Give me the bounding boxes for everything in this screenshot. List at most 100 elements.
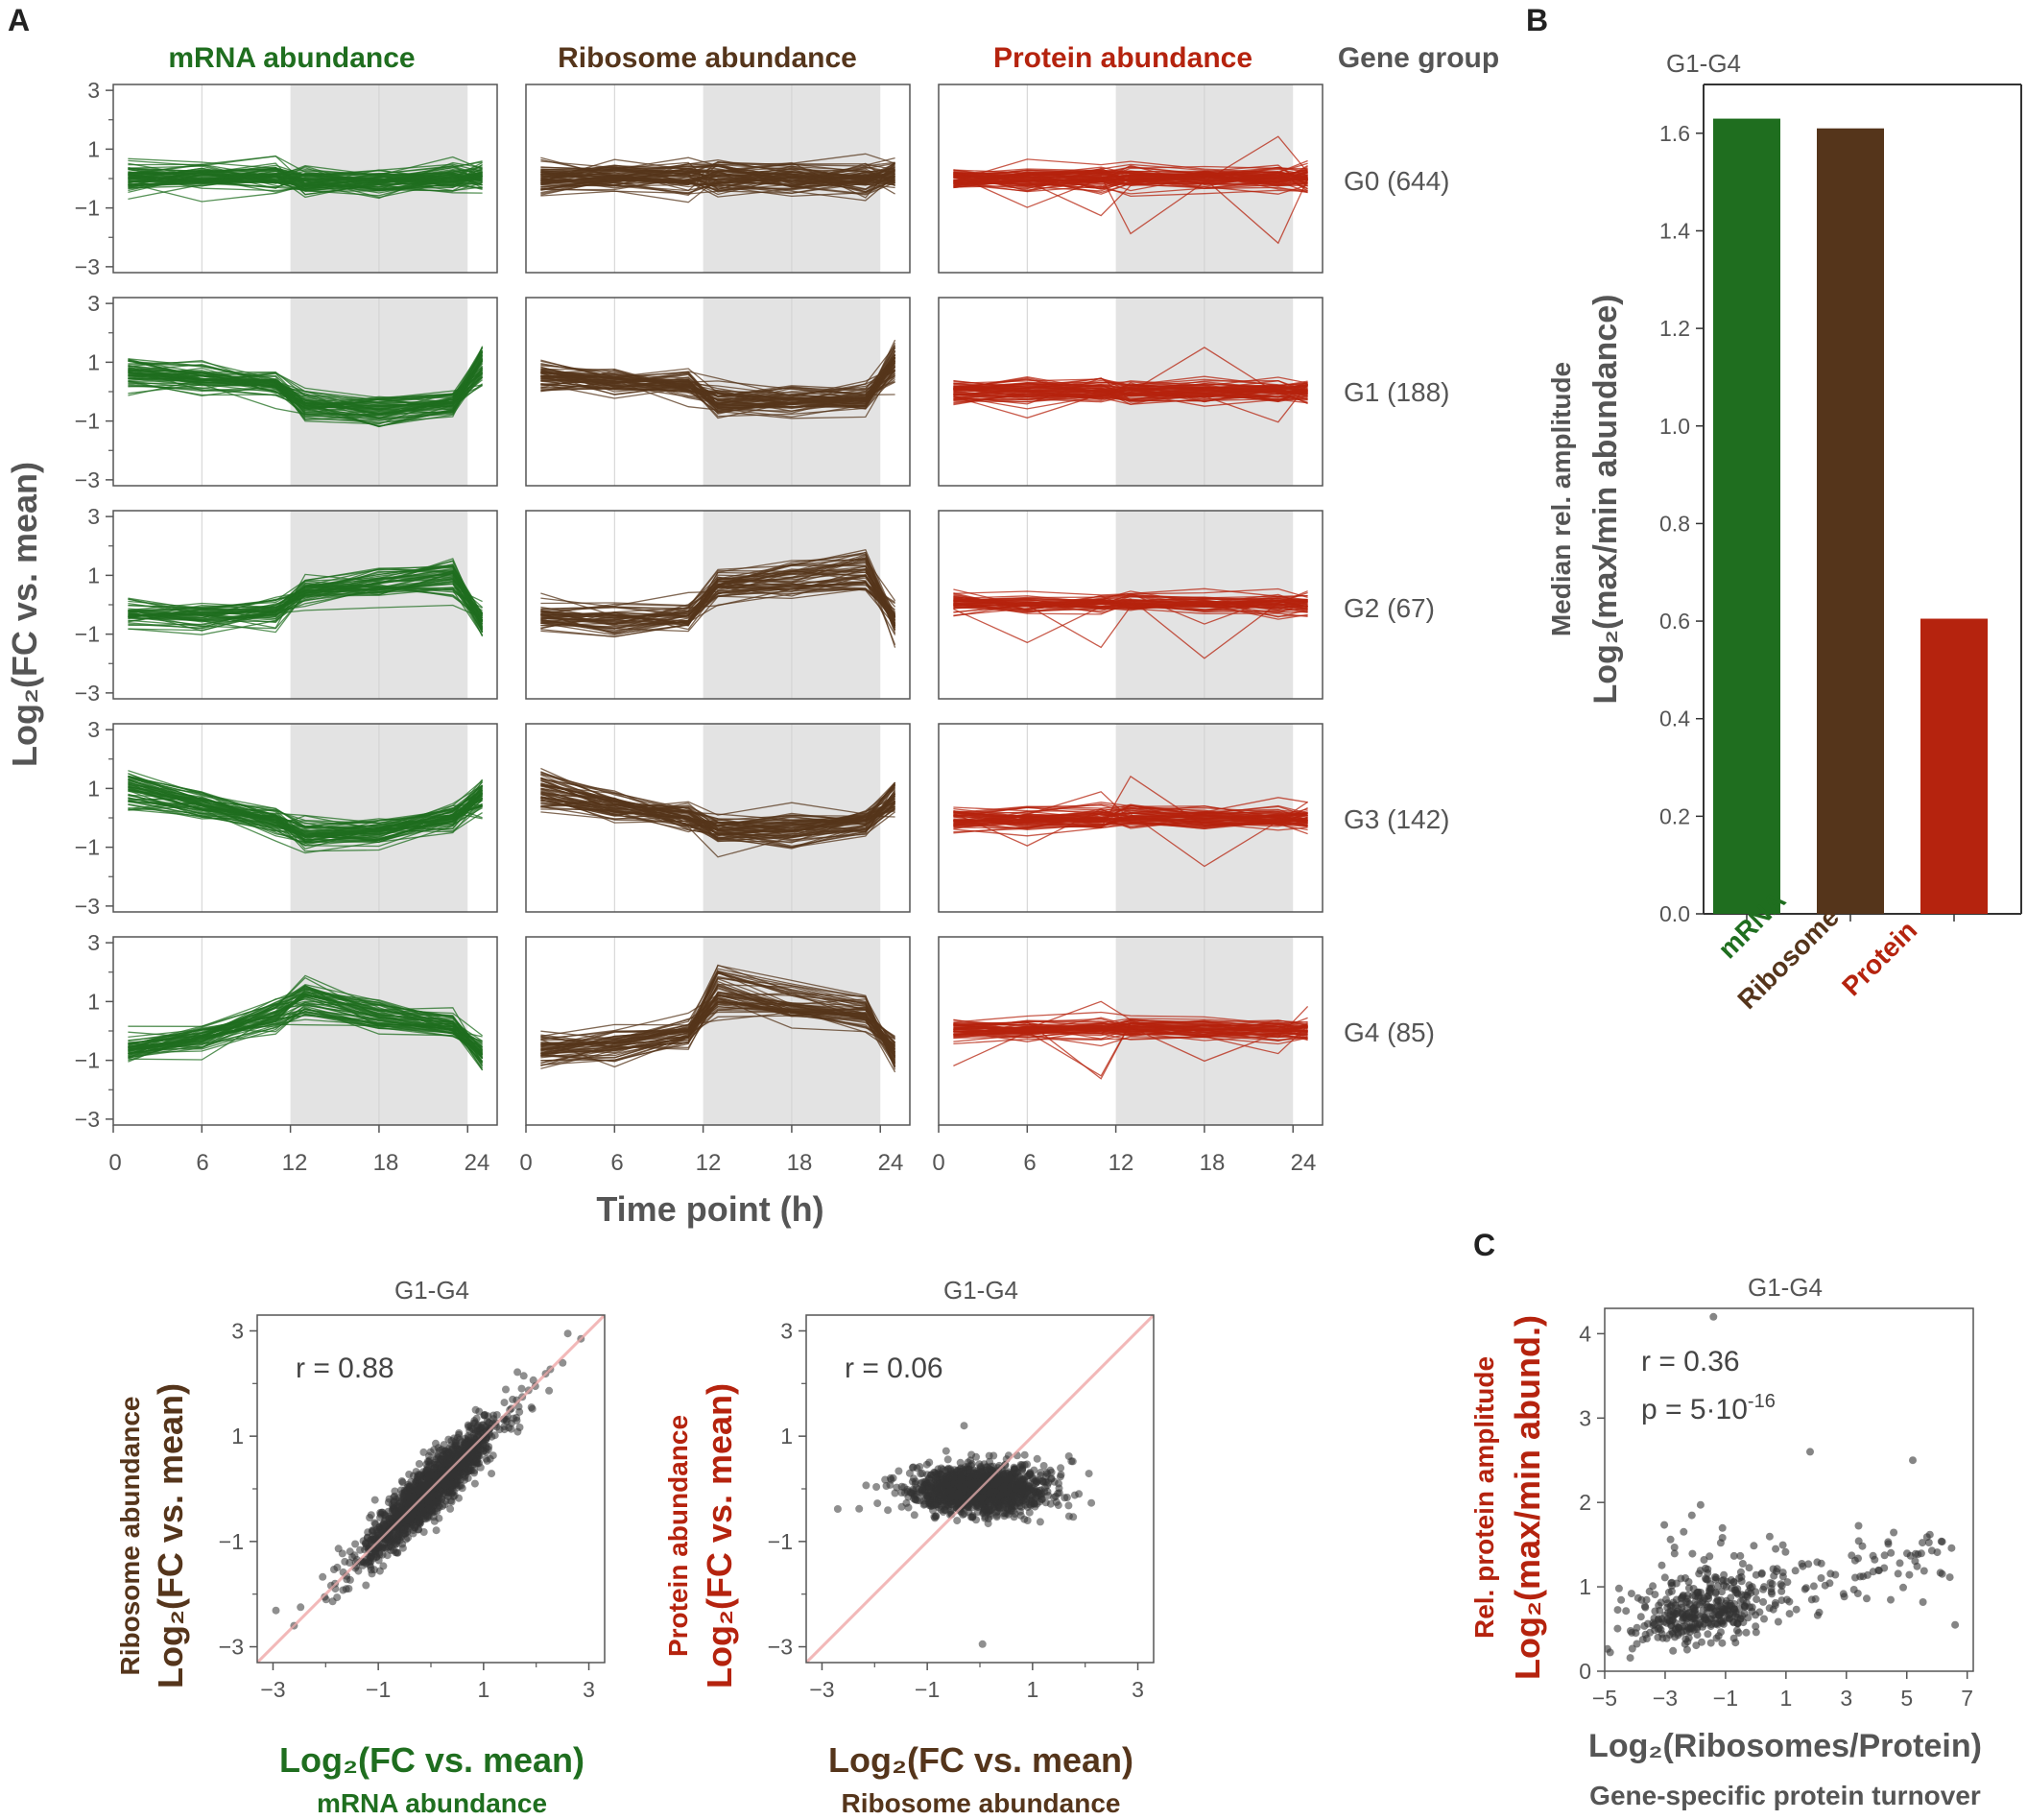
- data-point: [904, 1503, 913, 1512]
- data-point: [943, 1455, 952, 1464]
- data-point: [432, 1526, 441, 1535]
- data-point: [1791, 1567, 1800, 1575]
- panel-a-xtick-24: 24: [465, 1150, 490, 1176]
- y-tick-label: 1: [1579, 1574, 1591, 1599]
- profile-line: [953, 587, 1308, 599]
- data-point: [1887, 1548, 1896, 1557]
- data-point: [1614, 1584, 1623, 1592]
- data-point: [398, 1505, 407, 1514]
- data-point: [1706, 1639, 1715, 1647]
- x-tick-label: −3: [809, 1677, 834, 1702]
- data-point: [1731, 1639, 1740, 1647]
- facet-frame: [938, 510, 1324, 700]
- data-point: [1951, 1620, 1960, 1629]
- profile-line: [128, 178, 483, 189]
- data-point: [1701, 1613, 1709, 1621]
- scatter2-ylabel: Log₂(FC vs. mean): [700, 1383, 739, 1688]
- x-tick-label: −1: [1713, 1686, 1738, 1711]
- data-point: [932, 1512, 941, 1521]
- data-point: [1854, 1554, 1862, 1563]
- data-point: [1632, 1629, 1640, 1638]
- col-title-ribosome: Ribosome abundance: [558, 42, 857, 74]
- panel-a-xtick-0: 0: [932, 1150, 944, 1176]
- data-point: [374, 1529, 383, 1538]
- data-point: [1691, 1598, 1700, 1607]
- data-point: [343, 1575, 351, 1584]
- profile-line: [128, 583, 484, 627]
- data-point: [507, 1419, 515, 1427]
- data-point: [889, 1473, 897, 1482]
- facet-frame: [938, 723, 1324, 913]
- data-point: [1666, 1535, 1675, 1544]
- profile-line: [128, 785, 484, 854]
- data-point: [855, 1504, 864, 1513]
- data-point: [1030, 1485, 1038, 1494]
- data-point: [908, 1463, 917, 1472]
- profile-line: [540, 999, 896, 1051]
- y-tick-label: 3: [1579, 1405, 1591, 1430]
- profile-line: [540, 176, 895, 198]
- data-point: [502, 1385, 510, 1394]
- y-tick-label: −1: [75, 835, 100, 860]
- profile-line: [540, 783, 896, 849]
- y-tick-label: −3: [75, 1107, 100, 1132]
- panel-label-b: B: [1526, 3, 1548, 37]
- facet-protein-g0: [938, 84, 1324, 274]
- facet-mrna-g1: 31−1−3: [75, 291, 498, 492]
- bar-protein: [1920, 618, 1988, 914]
- data-point: [933, 1480, 942, 1489]
- data-point: [1700, 1556, 1708, 1564]
- data-point: [970, 1497, 979, 1506]
- x-tick-label: 7: [1961, 1686, 1973, 1711]
- data-point: [414, 1525, 422, 1534]
- data-point: [507, 1425, 515, 1433]
- data-point: [1798, 1560, 1806, 1568]
- profile-line: [128, 566, 484, 632]
- profile-line: [540, 176, 895, 196]
- data-point: [465, 1467, 473, 1475]
- data-point: [1740, 1603, 1749, 1611]
- profile-line: [128, 575, 484, 625]
- data-point: [427, 1471, 436, 1479]
- profile-line: [953, 803, 1308, 822]
- y-tick-label: 1: [87, 349, 100, 374]
- x-tick-label: 3: [1132, 1677, 1144, 1702]
- data-point: [1896, 1559, 1904, 1568]
- scatter-ribosome-vs-protein: G1-G4 −3 −1 1 331−1−3 r = 0.06 Log₂(FC vs. …: [663, 1276, 1155, 1818]
- x-tick-label: 3: [1840, 1686, 1852, 1711]
- data-point: [966, 1469, 975, 1477]
- panel-a-xtick-0: 0: [108, 1150, 121, 1176]
- data-point: [1769, 1565, 1777, 1573]
- data-point: [1036, 1518, 1044, 1526]
- panel-a-line-grid: mRNA abundance Ribosome abundance Protei…: [5, 42, 1499, 1229]
- data-point: [891, 1489, 899, 1497]
- x-tick-label: −3: [1653, 1686, 1678, 1711]
- data-point: [1008, 1481, 1016, 1490]
- facet-ribosome-g0: [525, 84, 911, 274]
- data-point: [1018, 1466, 1026, 1474]
- data-point: [1613, 1624, 1622, 1633]
- scatter2-annotation: r = 0.06: [845, 1353, 943, 1384]
- data-point: [1638, 1636, 1647, 1644]
- profile-line: [540, 370, 895, 397]
- data-point: [1005, 1506, 1014, 1515]
- data-point: [966, 1461, 975, 1470]
- data-point: [1722, 1583, 1730, 1591]
- data-point: [333, 1593, 342, 1602]
- data-point: [451, 1450, 460, 1459]
- data-point: [1047, 1474, 1056, 1483]
- data-point: [500, 1399, 509, 1407]
- profile-line: [128, 580, 484, 613]
- data-point: [1041, 1498, 1050, 1507]
- profile-line: [128, 381, 483, 402]
- profile-line: [128, 794, 483, 834]
- scatter2-plot: −3 −1 1 331−1−3: [768, 1314, 1155, 1702]
- profile-line: [953, 812, 1308, 826]
- y-tick-label: 1: [87, 776, 100, 801]
- data-point: [432, 1439, 440, 1448]
- data-point: [403, 1516, 412, 1524]
- data-point: [1705, 1552, 1714, 1561]
- data-point: [917, 1479, 925, 1488]
- data-point: [918, 1486, 926, 1495]
